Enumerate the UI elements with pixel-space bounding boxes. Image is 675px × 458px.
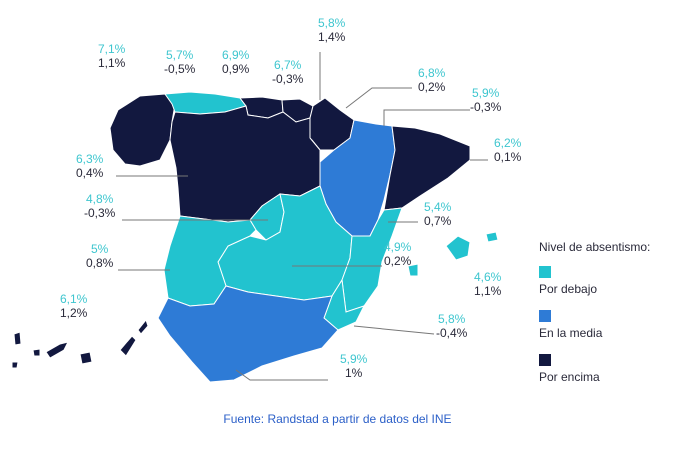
rate-valencia: 5,4% [424,200,452,214]
legend-label-above: Por encima [539,370,600,384]
label-castilla-y-leon: 6,3% 0,4% [76,152,103,180]
delta-madrid: -0,3% [84,206,116,220]
island-hierro[interactable] [11,361,19,369]
delta-cantabria: 0,9% [222,62,250,76]
legend-label-below: Por debajo [539,282,598,296]
region-canarias[interactable] [11,318,149,369]
legend-item-below: Por debajo [539,266,650,310]
island-mallorca[interactable] [445,235,471,261]
source-note: Fuente: Randstad a partir de datos del I… [223,412,452,426]
leader-la-rioja [345,87,412,109]
rate-asturias: 5,7% [166,48,194,62]
island-ibiza[interactable] [407,263,419,277]
delta-extremadura: 0,8% [86,256,114,270]
region-andalucia[interactable] [157,285,339,383]
label-valencia: 5,4% 0,7% [424,200,451,228]
island-la-palma[interactable] [13,331,22,346]
label-la-rioja: 6,8% 0,2% [418,66,445,94]
rate-canarias: 6,1% [60,292,88,306]
rate-andalucia: 5,9% [340,352,368,366]
island-fuerteventura[interactable] [119,335,137,357]
label-galicia: 7,1% 1,1% [98,42,125,70]
delta-la-rioja: 0,2% [418,80,446,94]
legend-item-average: En la media [539,310,650,354]
delta-cataluna: 0,1% [494,150,522,164]
rate-castilla-y-leon: 6,3% [76,152,104,166]
region-cataluna[interactable] [383,125,471,211]
delta-murcia: -0,4% [436,326,468,340]
rate-castilla-la-mancha: 4,9% [384,240,412,254]
leader-lines [116,52,488,381]
rate-extremadura: 5% [91,242,109,256]
region-extremadura[interactable] [163,215,257,307]
island-la-gomera[interactable] [32,348,41,357]
rate-aragon: 5,9% [472,86,500,100]
delta-baleares: 1,1% [474,284,502,298]
region-castilla-y-leon[interactable] [169,105,321,223]
region-baleares[interactable] [407,231,499,277]
delta-castilla-y-leon: 0,4% [76,166,104,180]
rate-pais-vasco: 6,7% [274,58,302,72]
region-galicia[interactable] [109,93,176,167]
leader-aragon [383,109,470,126]
label-murcia: 5,8% -0,4% [436,312,467,340]
region-valencia[interactable] [341,207,403,313]
delta-aragon: -0,3% [470,100,502,114]
label-extremadura: 5% 0,8% [86,242,113,270]
island-menorca[interactable] [485,231,499,243]
label-andalucia: 5,9% 1% [340,352,367,380]
label-aragon: 5,9% -0,3% [470,86,501,114]
rate-cantabria: 6,9% [222,48,250,62]
swatch-above [539,354,551,366]
label-pais-vasco: 6,7% -0,3% [272,58,303,86]
label-cataluna: 6,2% 0,1% [494,136,521,164]
delta-andalucia: 1% [345,366,363,380]
delta-asturias: -0,5% [164,62,196,76]
rate-murcia: 5,8% [438,312,466,326]
island-lanzarote[interactable] [137,318,149,335]
delta-navarra: 1,4% [318,30,346,44]
legend-item-above: Por encima [539,354,650,398]
delta-valencia: 0,7% [424,214,452,228]
island-gran-canaria[interactable] [79,351,93,365]
rate-madrid: 4,8% [86,192,114,206]
label-cantabria: 6,9% 0,9% [222,48,249,76]
delta-pais-vasco: -0,3% [272,72,304,86]
delta-castilla-la-mancha: 0,2% [384,254,412,268]
swatch-average [539,310,551,322]
legend-title: Nivel de absentismo: [539,240,651,254]
label-asturias: 5,7% -0,5% [164,48,195,76]
rate-cataluna: 6,2% [494,136,522,150]
leader-murcia [353,325,435,335]
rate-la-rioja: 6,8% [418,66,446,80]
legend: Nivel de absentismo: Por debajo En la me… [539,240,650,398]
leader-andalucia [235,369,328,381]
label-navarra: 5,8% 1,4% [318,16,345,44]
label-madrid: 4,8% -0,3% [84,192,115,220]
delta-galicia: 1,1% [98,56,126,70]
label-castilla-la-mancha: 4,9% 0,2% [384,240,411,268]
label-baleares: 4,6% 1,1% [474,270,501,298]
rate-galicia: 7,1% [98,42,126,56]
rate-navarra: 5,8% [318,16,346,30]
delta-canarias: 1,2% [60,306,88,320]
swatch-below [539,266,551,278]
rate-baleares: 4,6% [474,270,502,284]
island-tenerife[interactable] [45,341,69,359]
label-canarias: 6,1% 1,2% [60,292,87,320]
legend-label-average: En la media [539,326,603,340]
